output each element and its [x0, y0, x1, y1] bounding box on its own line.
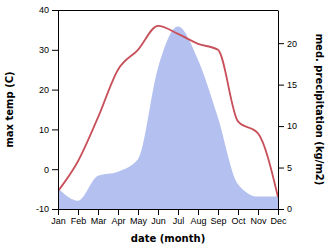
axis-line	[58, 11, 59, 210]
axis-line	[278, 11, 279, 210]
tick: 0	[278, 204, 292, 214]
tick-mark	[52, 90, 58, 91]
tick-mark	[52, 169, 58, 170]
tick: 0	[44, 165, 58, 175]
tick-label: Nov	[250, 216, 267, 226]
tick-label: 0	[44, 165, 49, 175]
chart: -10 0 10 20 30 40 0 5 10 15 20 Jan Feb Mar Apr MayJun Ju…	[0, 0, 326, 247]
tick-mark	[158, 209, 159, 215]
tick-mark	[52, 50, 58, 51]
tick-label: 5	[287, 163, 292, 173]
tick: 20	[39, 85, 58, 95]
tick: 5	[278, 163, 292, 173]
tick-mark	[178, 209, 179, 215]
tick-label: Jun	[151, 216, 166, 226]
tick-label: Apr	[111, 216, 125, 226]
tick-label: Oct	[231, 216, 246, 226]
tick: May	[130, 209, 148, 226]
tick: Jan	[51, 209, 66, 226]
tick: Oct	[231, 209, 246, 226]
plot-area	[58, 26, 278, 209]
tick: Apr	[111, 209, 125, 226]
tick-label: Jul	[173, 216, 185, 226]
y2-axis: 0 5 10 15 20	[278, 11, 297, 215]
tick-mark	[198, 209, 199, 215]
tick: 30	[39, 45, 58, 55]
tick-label: -10	[36, 204, 49, 214]
tick-mark	[52, 209, 58, 210]
temperature-line	[58, 26, 278, 197]
tick-label: May	[130, 216, 148, 226]
tick: Jul	[173, 209, 185, 226]
tick-label: 30	[39, 45, 49, 55]
tick-mark	[258, 209, 259, 215]
tick: Feb	[71, 209, 87, 226]
x-axis: Jan Feb Mar Apr MayJun Jul Aug Sep Oct NovDec	[51, 209, 287, 226]
tick-mark	[98, 209, 99, 215]
tick: Dec	[270, 209, 287, 226]
tick-label: Dec	[270, 216, 287, 226]
tick-mark	[78, 209, 79, 215]
tick-mark	[278, 85, 284, 86]
tick: 15	[278, 80, 297, 90]
y-axis-title: max temp (C)	[4, 71, 15, 147]
y-axis: -10 0 10 20 30 40	[36, 5, 59, 214]
tick-mark	[218, 209, 219, 215]
tick-label: 0	[287, 204, 292, 214]
tick: Mar	[91, 209, 107, 226]
tick-label: Mar	[91, 216, 107, 226]
tick-label: 40	[39, 5, 49, 15]
tick-mark	[118, 209, 119, 215]
tick-mark	[278, 168, 284, 169]
tick-label: Jan	[51, 216, 66, 226]
tick: 20	[278, 39, 297, 49]
tick: 10	[278, 121, 297, 131]
tick-mark	[238, 209, 239, 215]
tick-mark	[52, 10, 58, 11]
x-axis-title: date (month)	[131, 233, 205, 244]
tick-label: 10	[39, 125, 49, 135]
tick-label: 20	[39, 85, 49, 95]
tick: Sep	[210, 209, 226, 226]
tick-label: 10	[287, 121, 297, 131]
tick: 40	[39, 5, 58, 15]
tick: Nov	[250, 209, 267, 226]
axis-line	[59, 209, 279, 210]
tick-mark	[138, 209, 139, 215]
tick-label: Feb	[71, 216, 87, 226]
tick-mark	[52, 129, 58, 130]
tick: 10	[39, 125, 58, 135]
tick-label: Aug	[190, 216, 206, 226]
y2-axis-title: med. precipitation (kg/m2)	[314, 34, 325, 186]
tick-label: Sep	[210, 216, 226, 226]
tick-label: 15	[287, 80, 297, 90]
tick: -10	[36, 204, 58, 214]
tick-mark	[278, 209, 279, 215]
tick-mark	[58, 209, 59, 215]
precipitation-area	[58, 27, 278, 209]
tick: Aug	[190, 209, 206, 226]
tick: Jun	[151, 209, 166, 226]
frame	[58, 10, 278, 11]
tick-mark	[278, 43, 284, 44]
tick-mark	[278, 126, 284, 127]
tick-label: 20	[287, 39, 297, 49]
